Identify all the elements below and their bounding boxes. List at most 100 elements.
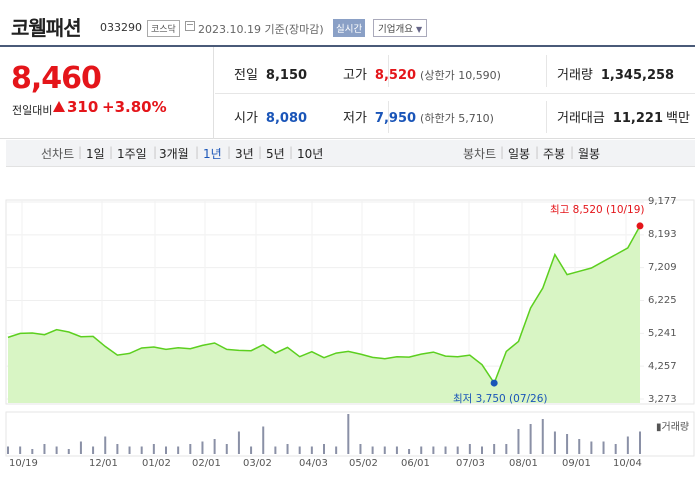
tab-10y[interactable]: 10년	[297, 147, 324, 161]
volume-bar	[323, 444, 325, 454]
volume-bar	[165, 446, 167, 454]
volume-bar	[335, 446, 338, 454]
x-tick-label: 05/02	[349, 458, 378, 469]
volume-label-text: 거래량	[661, 422, 690, 433]
x-tick-label: 10/19	[9, 458, 38, 469]
tab-5y[interactable]: 5년	[266, 147, 285, 161]
company-info-dropdown[interactable]: 기업개요 ▼	[373, 19, 428, 37]
x-tick-label: 02/01	[192, 458, 221, 469]
volume-bar	[481, 446, 483, 454]
y-tick-label: 8,193	[648, 229, 677, 240]
volume-bar	[468, 444, 471, 454]
divider: |	[78, 145, 83, 159]
quote-panel: 8,460 전일대비 310 +3.80% 전일 8,150 고가 8,520 (상한…	[0, 45, 695, 139]
volume-bar	[237, 431, 240, 454]
volume-bar	[383, 446, 386, 454]
max-annotation: 최고 8,520 (10/19)	[550, 204, 645, 216]
price-line	[7, 225, 641, 385]
low-value: 7,950	[374, 111, 417, 126]
volume-bar	[213, 439, 216, 454]
volume-bar	[493, 444, 496, 454]
prev-close-label: 전일	[234, 68, 258, 83]
volume-bar	[7, 446, 9, 454]
y-tick-label: 9,177	[648, 196, 677, 207]
min-annotation: 최저 3,750 (07/26)	[453, 393, 548, 405]
x-tick-label: 09/01	[562, 458, 591, 469]
divider: |	[153, 145, 158, 159]
x-tick-label: 07/03	[456, 458, 485, 469]
chart-period-tabs: 선차트 | 1일 | 1주일 | 3개월 | 1년 | 3년 | 5년 | 10…	[6, 140, 695, 167]
divider	[546, 101, 547, 133]
stock-code: 033290	[100, 21, 142, 34]
volume-bar	[347, 414, 350, 454]
divider	[388, 101, 389, 133]
company-info-label: 기업개요	[378, 24, 413, 35]
amount-value: 11,221	[612, 111, 664, 126]
tab-weekly[interactable]: 주봉	[543, 147, 566, 161]
change-value: 310	[67, 98, 99, 116]
divider	[546, 55, 547, 87]
max-point	[636, 222, 644, 230]
volume-bar	[529, 424, 532, 454]
tab-3m[interactable]: 3개월	[159, 147, 189, 161]
x-tick-label: 08/01	[509, 458, 538, 469]
tab-daily[interactable]: 일봉	[508, 147, 531, 161]
high: 고가 8,520 (상한가 10,590)	[343, 64, 501, 83]
market-badge: 코스닥	[147, 20, 180, 37]
divider: |	[570, 145, 575, 159]
volume-bar	[128, 446, 131, 454]
volume-bar	[92, 446, 95, 454]
divider: |	[289, 145, 294, 159]
volume-bar	[517, 429, 520, 454]
divider	[215, 93, 695, 94]
open: 시가 8,080	[234, 107, 307, 126]
price-chart[interactable]: 9,177 8,193 7,209 6,225 5,241 4,257 3,27…	[0, 180, 695, 485]
volume-bar	[505, 444, 508, 454]
chevron-down-icon: ▼	[416, 25, 423, 34]
volume-bar	[614, 444, 617, 454]
open-value: 8,080	[265, 111, 308, 126]
tab-1d[interactable]: 1일	[86, 147, 105, 161]
volume-bar	[225, 444, 228, 454]
current-price-box: 8,460 전일대비 310 +3.80%	[0, 47, 214, 139]
high-label: 고가	[343, 68, 367, 83]
price-chart-svg	[5, 199, 695, 457]
volume-bar	[177, 446, 180, 454]
divider: |	[195, 145, 200, 159]
lower-limit: (하한가 5,710)	[420, 112, 494, 125]
y-tick-label: 3,273	[648, 394, 677, 405]
volume-bar	[553, 431, 556, 454]
current-price: 8,460	[11, 61, 102, 96]
low: 저가 7,950 (하한가 5,710)	[343, 107, 494, 126]
prev-close: 전일 8,150	[234, 64, 307, 83]
y-tick-label: 6,225	[648, 295, 677, 306]
tab-1w[interactable]: 1주일	[117, 147, 147, 161]
high-value: 8,520	[374, 68, 417, 83]
tab-1y[interactable]: 1년	[203, 147, 222, 161]
volume-bar	[55, 446, 58, 454]
volume-bar	[19, 446, 22, 454]
x-tick-label: 01/02	[142, 458, 171, 469]
divider: |	[109, 145, 114, 159]
realtime-button[interactable]: 실시간	[333, 19, 366, 37]
tab-3y[interactable]: 3년	[235, 147, 254, 161]
volume-bar	[31, 449, 34, 454]
volume-bar	[359, 444, 362, 454]
volume-bar	[578, 439, 581, 454]
volume-bar	[116, 444, 119, 454]
quote-date: 2023.10.19 기준(장마감)	[198, 23, 324, 36]
divider: |	[500, 145, 505, 159]
volume-bar	[140, 446, 143, 454]
candle-chart-caption: 봉차트	[463, 147, 497, 161]
min-point	[490, 379, 498, 387]
divider	[388, 55, 389, 87]
upper-limit: (상한가 10,590)	[420, 69, 501, 82]
volume-bar	[371, 446, 374, 454]
volume-bar	[67, 449, 70, 454]
volume-bar	[602, 441, 605, 454]
tab-monthly[interactable]: 월봉	[578, 147, 601, 161]
volume-bar	[104, 436, 107, 454]
volume-bar	[310, 446, 313, 454]
y-tick-label: 7,209	[648, 262, 677, 273]
volume-bar	[408, 449, 411, 454]
